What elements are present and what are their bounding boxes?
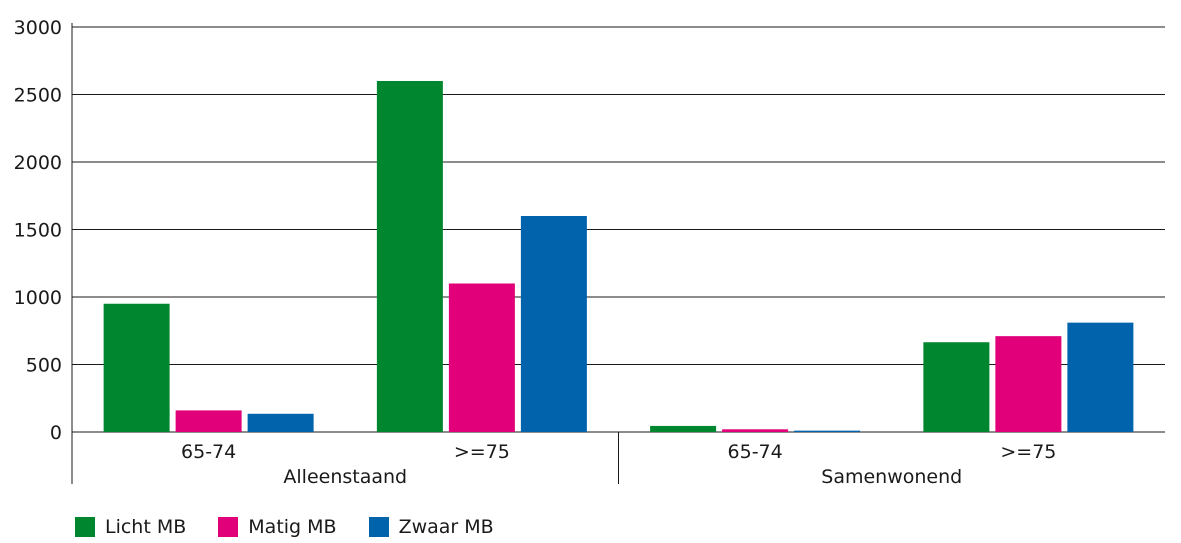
y-tick-label: 2500 [14,85,62,107]
bar [175,410,242,432]
x-group-label: Samenwonend [821,466,962,488]
legend-label-zwaar: Zwaar MB [398,516,494,538]
y-tick-label: 3000 [14,17,62,39]
bar [1067,322,1134,432]
x-group-label: Alleenstaand [283,466,407,488]
bar [520,216,587,432]
x-category-label: 65-74 [728,441,783,463]
x-category-label: >=75 [454,441,510,463]
bar [376,81,443,432]
bar [923,342,990,432]
x-axis-labels: 65-74 >=75 65-74 >=75 Alleenstaand Samenwonen… [181,441,1056,488]
y-tick-label: 500 [26,355,62,377]
x-category-label: 65-74 [181,441,236,463]
legend-label-licht: Licht MB [105,516,187,538]
legend-swatch-zwaar [368,517,389,537]
y-tick-label: 1000 [14,287,62,309]
bar [995,336,1062,432]
legend-item-matig: Matig MB [218,516,337,538]
legend-item-licht: Licht MB [75,516,186,538]
y-tick-label: 1500 [14,220,62,242]
y-tick-label: 0 [50,422,62,444]
y-tick-label: 2000 [14,152,62,174]
legend-label-matig: Matig MB [248,516,337,538]
x-category-label: >=75 [1000,441,1056,463]
legend-swatch-matig [218,517,239,537]
gridlines [72,26,1165,433]
bar [650,425,717,432]
bar [722,429,789,432]
bar [794,430,861,432]
bars [103,81,1134,432]
legend: Licht MB Matig MB Zwaar MB [75,516,526,538]
legend-item-zwaar: Zwaar MB [368,516,494,538]
y-axis-tick-labels: 0 500 1000 1500 2000 2500 3000 [14,17,62,444]
bar [103,303,170,432]
legend-swatch-licht [75,517,95,537]
axes [71,23,619,484]
bar [448,283,515,432]
bar [247,413,314,432]
